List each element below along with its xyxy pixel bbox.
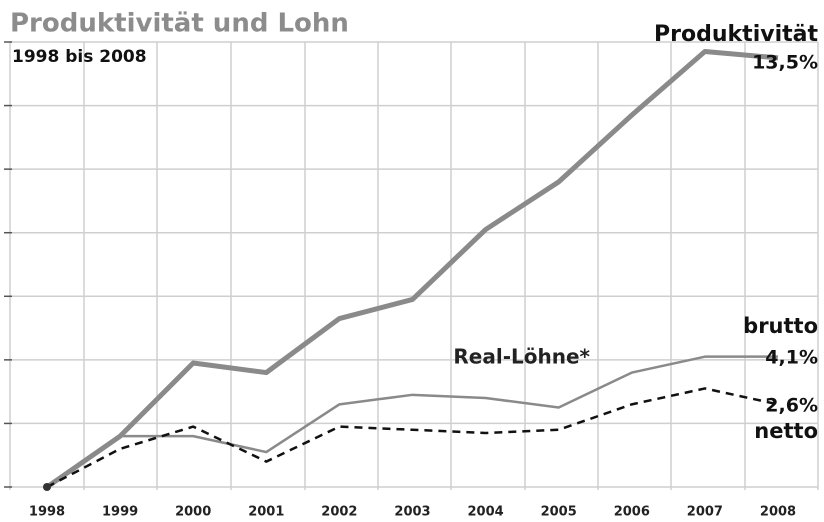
x-tick-label: 2000 — [175, 505, 211, 520]
series-name: netto — [754, 419, 818, 443]
value-label: 2,6% — [765, 395, 818, 417]
series-name: Produktivität — [654, 22, 818, 47]
x-tick-label: 2006 — [614, 505, 650, 520]
value-label: 4,1% — [765, 347, 818, 369]
x-tick-label: 2003 — [394, 505, 430, 520]
chart-subtitle: 1998 bis 2008 — [12, 47, 147, 67]
x-tick-label: 1998 — [29, 505, 65, 520]
series-line — [46, 355, 778, 489]
x-tick-label: 2008 — [760, 505, 796, 520]
x-tick-label: 2005 — [541, 505, 577, 520]
chart-title: Produktivität und Lohn — [10, 9, 349, 39]
x-tick-label: 2001 — [248, 505, 284, 520]
x-tick-label: 1999 — [102, 505, 138, 520]
vertical-grid — [9, 42, 819, 490]
x-tick-label: 2007 — [687, 505, 723, 520]
series-line — [45, 49, 779, 490]
series-name: brutto — [743, 314, 818, 338]
origin-dot — [43, 483, 51, 491]
x-tick-label: 2002 — [321, 505, 357, 520]
series-line — [46, 387, 779, 489]
x-tick-label: 2004 — [468, 505, 504, 520]
value-label: 13,5% — [752, 52, 818, 74]
annotation: Real-Löhne* — [453, 345, 590, 369]
